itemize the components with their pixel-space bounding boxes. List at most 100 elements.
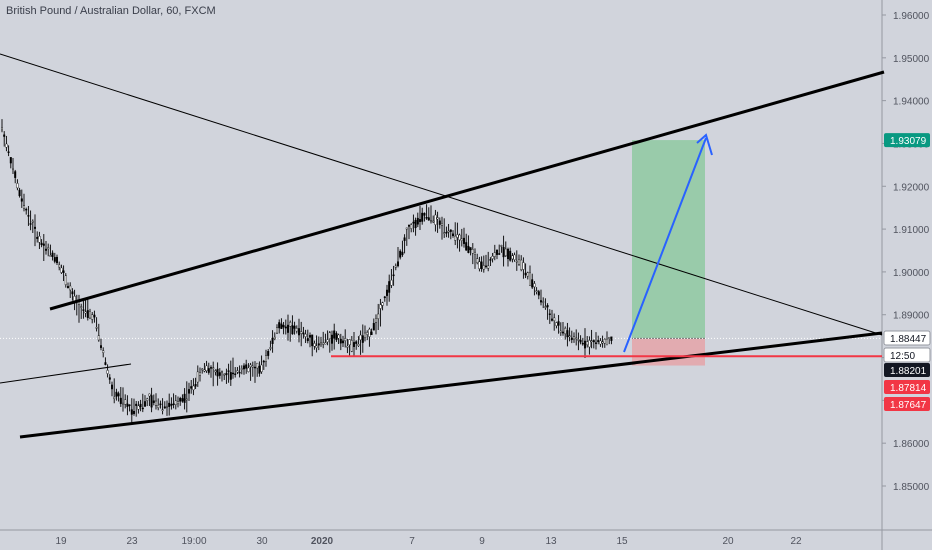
candle-body xyxy=(170,403,173,406)
candle-body xyxy=(606,338,609,346)
candle-body xyxy=(113,396,116,400)
candle-body xyxy=(212,367,215,369)
candle-body xyxy=(535,290,538,292)
candle-body xyxy=(601,341,604,344)
candle-body xyxy=(416,217,419,225)
candle-body xyxy=(372,323,375,331)
candle-body xyxy=(278,322,281,329)
candle-body xyxy=(117,393,120,397)
candle-body xyxy=(463,237,466,244)
candle-body xyxy=(425,217,428,219)
candle-body xyxy=(80,306,83,308)
candle-body xyxy=(102,350,105,353)
candle-body xyxy=(392,274,395,277)
candle-body xyxy=(388,281,391,293)
x-tick-label: 13 xyxy=(545,536,557,547)
candle-body xyxy=(507,248,510,260)
candle-body xyxy=(165,405,168,408)
candle-body xyxy=(335,333,338,341)
candle-body xyxy=(29,223,32,225)
candle-body xyxy=(414,219,417,229)
candle-body xyxy=(377,313,380,319)
candle-body xyxy=(291,325,294,335)
candle-body xyxy=(253,366,256,369)
candle-body xyxy=(242,365,245,370)
candle-body xyxy=(306,338,309,342)
candle-body xyxy=(154,400,157,406)
candle-body xyxy=(38,236,41,243)
chart-title: British Pound / Australian Dollar, 60, F… xyxy=(6,5,216,17)
candle-body xyxy=(280,323,283,329)
candle-body xyxy=(168,402,171,407)
candle-body xyxy=(515,260,518,263)
candle-body xyxy=(575,337,578,340)
candle-body xyxy=(496,249,499,255)
candle-body xyxy=(130,409,133,415)
candle-body xyxy=(485,265,488,268)
candle-body xyxy=(394,265,397,268)
x-tick-label: 20 xyxy=(722,536,734,547)
candle-body xyxy=(447,230,450,233)
candle-body xyxy=(174,400,177,405)
candle-body xyxy=(474,251,477,255)
x-tick-label: 7 xyxy=(409,536,415,547)
candle-body xyxy=(245,364,248,369)
candle-body xyxy=(172,403,175,405)
candle-body xyxy=(531,279,534,288)
candle-body xyxy=(223,373,226,376)
candle-body xyxy=(106,370,109,374)
candle-body xyxy=(86,310,89,318)
candle-body xyxy=(313,343,316,347)
candle-body xyxy=(1,127,4,131)
price-marker-label: 1.88447 xyxy=(890,334,927,345)
candle-body xyxy=(132,410,135,414)
candle-body xyxy=(209,367,212,369)
candle-body xyxy=(557,321,560,326)
candle-body xyxy=(282,324,285,328)
candle-body xyxy=(592,340,595,343)
candle-body xyxy=(408,224,411,227)
candle-body xyxy=(379,304,382,309)
candle-body xyxy=(201,368,204,371)
candle-body xyxy=(346,345,349,348)
candle-body xyxy=(586,341,589,346)
candle-body xyxy=(368,328,371,337)
candle-body xyxy=(56,256,59,263)
candle-body xyxy=(419,219,422,222)
candle-body xyxy=(82,309,85,311)
candle-body xyxy=(326,339,329,343)
candle-body xyxy=(146,398,149,401)
candle-body xyxy=(460,238,463,241)
y-tick-label: 1.96000 xyxy=(893,11,930,22)
candle-body xyxy=(381,302,384,306)
candle-body xyxy=(359,334,362,341)
candle-body xyxy=(287,324,290,333)
candle-body xyxy=(231,372,234,375)
candle-body xyxy=(27,215,30,217)
candle-body xyxy=(108,377,111,380)
candle-body xyxy=(581,342,584,345)
candle-body xyxy=(401,251,404,256)
short-trendline xyxy=(0,363,132,384)
candle-body xyxy=(141,407,144,410)
candle-body xyxy=(328,332,331,339)
candle-body xyxy=(14,171,17,178)
candle-body xyxy=(410,224,413,229)
candle-body xyxy=(196,371,199,383)
candle-body xyxy=(498,253,501,255)
candle-body xyxy=(42,243,45,246)
candle-body xyxy=(421,212,424,222)
price-marker-label: 12:50 xyxy=(890,351,915,362)
candle-body xyxy=(187,389,190,394)
candle-body xyxy=(11,168,14,170)
candle-body xyxy=(295,328,298,332)
price-marker: 1.88201 xyxy=(884,363,930,377)
candle-body xyxy=(610,336,613,341)
candle-body xyxy=(320,342,323,345)
candle-body xyxy=(405,227,408,230)
candle-body xyxy=(104,362,107,365)
candle-body xyxy=(289,322,292,327)
candle-body xyxy=(20,198,23,202)
